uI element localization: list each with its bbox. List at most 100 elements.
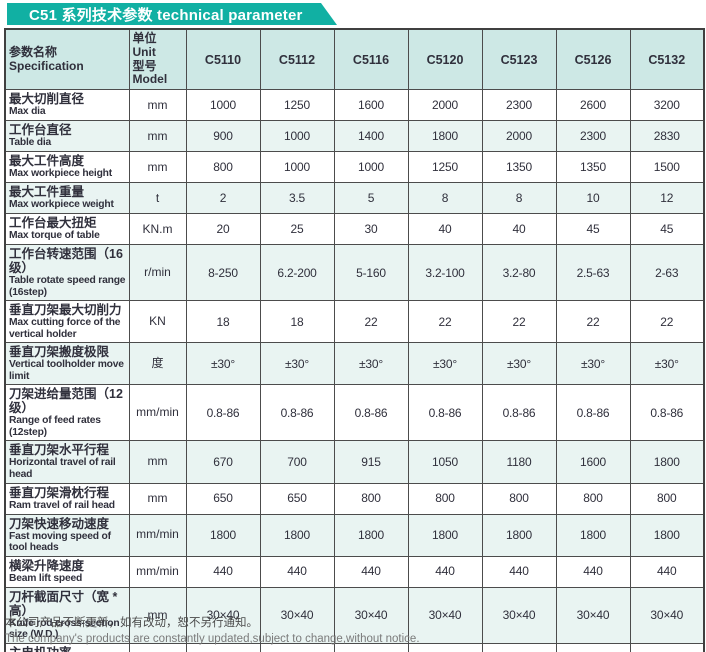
value-cell: 0.8-86 bbox=[185, 384, 261, 442]
table-row: 横梁升降速度 Beam lift speed mm/min 440 440 440 440 4… bbox=[4, 555, 705, 588]
value-cell: 22 bbox=[629, 300, 705, 344]
unit-cell: mm/min bbox=[128, 555, 187, 588]
spec-label-en: Vertical toolholder move limit bbox=[9, 359, 124, 382]
spec-cell: 垂直刀架滑枕行程 Ram travel of rail head bbox=[4, 482, 130, 515]
section-title: C51 系列技术参数 technical parameter bbox=[29, 6, 303, 24]
value-cell: 1000 bbox=[333, 151, 409, 184]
spec-label-zh: 垂直刀架最大切削力 bbox=[9, 303, 122, 318]
spec-cell: 工作台直径 Table dia bbox=[4, 120, 130, 153]
value-cell: ±30° bbox=[333, 342, 409, 386]
spec-cell: 横梁升降速度 Beam lift speed bbox=[4, 555, 130, 588]
spec-label-en: Horizontal travel of rail head bbox=[9, 457, 116, 480]
value-cell: 3.2-100 bbox=[407, 244, 483, 302]
disclaimer: 本公司产品不断更新，如有改动，恕不另行通知。 The company's pro… bbox=[5, 616, 695, 647]
header-model-c5126: C5126 bbox=[555, 28, 631, 91]
value-cell: 1050 bbox=[407, 440, 483, 484]
spec-cell: 刀架进给量范围（12级） Range of feed rates (12step) bbox=[4, 384, 130, 442]
value-cell: 30×40 bbox=[185, 586, 261, 644]
value-cell: 18 bbox=[259, 300, 335, 344]
table-row: 工作台最大扭矩 Max torque of table KN.m 20 25 30 40 40… bbox=[4, 213, 705, 246]
value-cell: 1600 bbox=[555, 440, 631, 484]
table-row: 主电机功率Main motor powerKW18.52222/30303037… bbox=[4, 642, 705, 652]
value-cell: 1800 bbox=[481, 513, 557, 557]
value-cell: 915 bbox=[333, 440, 409, 484]
section-banner: C51 系列技术参数 technical parameter bbox=[7, 3, 337, 25]
spec-label-zh: 工作台转速范围（16 级） bbox=[9, 247, 123, 276]
header-unit-line1: 单位 Unit bbox=[132, 31, 157, 59]
spec-label-zh: 横梁升降速度 bbox=[9, 558, 85, 573]
value-cell: 1350 bbox=[555, 151, 631, 184]
unit-cell: 度 bbox=[128, 342, 187, 386]
spec-cell: 最大工件重量 Max workpiece weight bbox=[4, 182, 130, 215]
spec-label-zh: 主电机功率 bbox=[9, 646, 126, 652]
unit-cell: KN.m bbox=[128, 213, 187, 246]
spec-cell: 垂直刀架水平行程 Horizontal travel of rail head bbox=[4, 440, 130, 484]
value-cell: ±30° bbox=[629, 342, 705, 386]
value-cell: 22 bbox=[481, 300, 557, 344]
value-cell: 1000 bbox=[259, 151, 335, 184]
value-cell: 800 bbox=[629, 482, 705, 515]
table-row: 刀杆截面尺寸（宽 * 高） Knife rod cross-section siz… bbox=[4, 586, 705, 644]
spec-label-zh: 垂直刀架搬度极限 bbox=[9, 345, 110, 360]
value-cell: 1350 bbox=[481, 151, 557, 184]
spec-label-zh: 刀架进给量范围（12级） bbox=[9, 387, 123, 416]
value-cell: 1000 bbox=[185, 89, 261, 122]
spec-cell: 刀杆截面尺寸（宽 * 高） Knife rod cross-section siz… bbox=[4, 586, 130, 644]
value-cell: 22 bbox=[333, 300, 409, 344]
table-row: 垂直刀架水平行程 Horizontal travel of rail head mm… bbox=[4, 440, 705, 484]
value-cell: 22 bbox=[407, 300, 483, 344]
header-specification-zh: 参数名称 bbox=[9, 44, 58, 59]
technical-parameter-table: 参数名称 Specification 单位 Unit 型号 Model C511… bbox=[4, 28, 705, 652]
table-header-row: 参数名称 Specification 单位 Unit 型号 Model C511… bbox=[4, 28, 705, 91]
table-row: 刀架进给量范围（12级） Range of feed rates (12step)… bbox=[4, 384, 705, 442]
unit-cell: mm bbox=[128, 89, 187, 122]
value-cell: 12 bbox=[629, 182, 705, 215]
spec-cell: 工作台转速范围（16 级） Table rotate speed range (1… bbox=[4, 244, 130, 302]
spec-label-zh: 刀架快速移动速度 bbox=[9, 516, 110, 531]
value-cell: 900 bbox=[185, 120, 261, 153]
spec-label-zh: 最大工件重量 bbox=[9, 185, 85, 200]
value-cell: 2 bbox=[185, 182, 261, 215]
value-cell: 2600 bbox=[555, 89, 631, 122]
value-cell: 2830 bbox=[629, 120, 705, 153]
value-cell: 30×40 bbox=[629, 586, 705, 644]
value-cell: 0.8-86 bbox=[333, 384, 409, 442]
spec-label-en: Fast moving speed of tool heads bbox=[9, 530, 111, 554]
disclaimer-zh: 本公司产品不断更新，如有改动，恕不另行通知。 bbox=[5, 617, 258, 629]
value-cell: 0.8-86 bbox=[481, 384, 557, 442]
spec-label-en: Ram travel of rail head bbox=[9, 499, 115, 511]
value-cell: 25 bbox=[259, 213, 335, 246]
value-cell: 440 bbox=[481, 555, 557, 588]
value-cell: 440 bbox=[555, 555, 631, 588]
spec-label-en: Max workpiece height bbox=[9, 168, 113, 180]
header-unit-line2: 型号 Model bbox=[132, 58, 168, 87]
table-row: 工作台直径 Table dia mm 900 1000 1400 1800 2000 2300 2… bbox=[4, 120, 705, 153]
value-cell: 40 bbox=[481, 213, 557, 246]
value-cell: 8 bbox=[481, 182, 557, 215]
spec-label-en: Max workpiece weight bbox=[9, 199, 114, 211]
value-cell: ±30° bbox=[407, 342, 483, 386]
value-cell: 650 bbox=[185, 482, 261, 515]
value-cell: 1800 bbox=[185, 513, 261, 557]
table-row: 垂直刀架搬度极限 Vertical toolholder move limit 度 ±… bbox=[4, 342, 705, 386]
value-cell: 2.5-63 bbox=[555, 244, 631, 302]
value-cell: 6.2-200 bbox=[259, 244, 335, 302]
value-cell: 8 bbox=[407, 182, 483, 215]
value-cell: 440 bbox=[185, 555, 261, 588]
table-row: 垂直刀架滑枕行程 Ram travel of rail head mm 650 650 8… bbox=[4, 482, 705, 515]
value-cell: 3.5 bbox=[259, 182, 335, 215]
header-model-c5110: C5110 bbox=[185, 28, 261, 91]
spec-label-en: Table dia bbox=[9, 137, 52, 149]
value-cell: 1800 bbox=[629, 440, 705, 484]
value-cell: 440 bbox=[259, 555, 335, 588]
value-cell: 700 bbox=[259, 440, 335, 484]
spec-cell: 刀架快速移动速度 Fast moving speed of tool heads bbox=[4, 513, 130, 557]
value-cell: 1600 bbox=[333, 89, 409, 122]
unit-cell: mm bbox=[128, 151, 187, 184]
value-cell: 800 bbox=[481, 482, 557, 515]
value-cell: 1250 bbox=[259, 89, 335, 122]
value-cell: 3200 bbox=[629, 89, 705, 122]
value-cell: 0.8-86 bbox=[259, 384, 335, 442]
header-model-c5120: C5120 bbox=[407, 28, 483, 91]
